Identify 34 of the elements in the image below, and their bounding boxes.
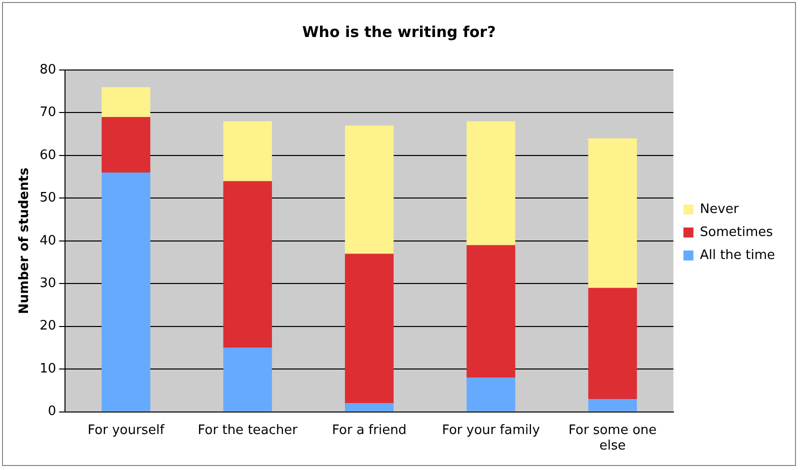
x-tick-label: For some one else [568,422,657,454]
bar [588,138,637,288]
bar [588,398,637,412]
bar [102,172,150,412]
bar [102,87,150,117]
bar [223,181,272,348]
y-tick-label: 10 [40,361,56,376]
bar [466,378,516,412]
bar [344,126,394,254]
bar [223,348,272,412]
bar [223,121,272,182]
bar [466,245,516,378]
x-tick-label: For a friend [332,422,407,438]
x-tick-label: For your family [442,422,540,438]
y-tick-label: 70 [40,105,56,120]
legend-label: Never [700,202,740,217]
y-tick-label: 0 [48,404,56,420]
bar [102,117,150,173]
y-tick-label: 50 [40,190,56,206]
legend-label: Sometimes [700,224,774,240]
x-tick-label: For yourself [88,422,165,438]
x-tick-label: For the teacher [198,422,298,438]
y-tick-label: 80 [40,62,56,78]
y-tick-label: 60 [40,148,56,163]
y-tick-label: 20 [40,318,56,334]
y-axis-title: Number of students [17,167,32,314]
bar [344,403,394,412]
bar [344,254,394,404]
y-tick-label: 30 [40,276,56,291]
bar [466,121,516,246]
bar [588,288,637,399]
y-tick-label: 40 [40,233,56,248]
chart-title: Who is the writing for? [302,22,496,41]
legend-label: All the time [700,248,776,263]
